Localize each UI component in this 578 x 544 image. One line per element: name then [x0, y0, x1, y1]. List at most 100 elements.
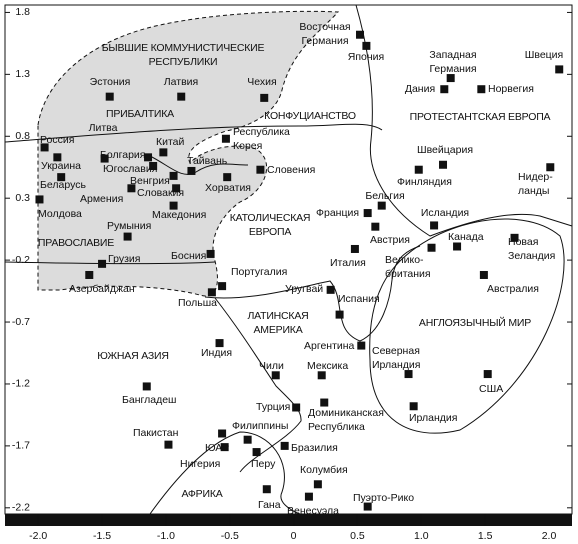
region-border	[204, 245, 421, 342]
point-label: Грузия	[108, 253, 140, 265]
region-label: КОНФУЦИАНСТВО	[264, 110, 356, 122]
x-tick-label: 0.5	[350, 530, 365, 542]
point	[85, 270, 94, 279]
point-label: Армения	[80, 193, 123, 205]
point	[220, 443, 229, 452]
point-label: Югославия	[103, 163, 157, 175]
point-label: Перу	[251, 458, 276, 470]
point-label: Уругвай	[285, 283, 323, 295]
point	[105, 92, 114, 101]
point	[326, 285, 335, 294]
y-tick-label: -1.7	[12, 440, 30, 452]
point-label: Македония	[152, 209, 206, 221]
y-tick-label: 0.8	[15, 130, 30, 142]
point	[439, 160, 448, 169]
point-label: Венгрия	[130, 175, 170, 187]
point-label: Россия	[40, 134, 74, 146]
point	[363, 209, 372, 218]
point	[479, 270, 488, 279]
point	[371, 222, 380, 231]
point-label: Бельгия	[365, 190, 404, 202]
point-label: Словения	[267, 164, 315, 176]
point-label: Тайвань	[187, 155, 228, 167]
point-label: Велико-	[385, 254, 424, 266]
region-border	[149, 431, 301, 515]
y-tick-label: -2.2	[12, 502, 30, 514]
point	[243, 435, 252, 444]
point	[223, 173, 232, 182]
point	[252, 448, 261, 457]
region-border	[369, 218, 565, 434]
region-label: АНГЛОЯЗЫЧНЫЙ МИР	[419, 316, 531, 329]
point	[414, 165, 423, 174]
point	[206, 249, 215, 258]
point-label: Пакистан	[133, 427, 179, 439]
point	[187, 166, 196, 175]
point	[169, 171, 178, 180]
x-tick-label: 1.5	[478, 530, 493, 542]
point-label: Доминиканская	[308, 407, 384, 419]
point-label: Германия	[301, 35, 348, 47]
region-label: ПРАВОСЛАВИЕ	[38, 237, 114, 249]
point	[350, 244, 359, 253]
region-label: ЕВРОПА	[249, 226, 291, 238]
point-label: Исландия	[421, 207, 469, 219]
point	[53, 153, 62, 162]
x-tick-label: 1.0	[414, 530, 429, 542]
point-label: ланды	[518, 185, 549, 197]
point-label: Северная	[372, 345, 420, 357]
point-label: Швейцария	[417, 144, 473, 156]
point	[280, 441, 289, 450]
point	[409, 402, 418, 411]
point-label: Австралия	[487, 283, 539, 295]
point-label: Западная	[429, 49, 476, 61]
point	[218, 429, 227, 438]
point-label: Франция	[316, 207, 359, 219]
region-border	[214, 297, 302, 473]
point	[260, 93, 269, 102]
point-label: Италия	[330, 257, 366, 269]
x-tick-label: -2.0	[29, 530, 47, 542]
point-label: Республика	[233, 126, 290, 138]
point-label: Колумбия	[300, 464, 348, 476]
point	[144, 153, 153, 162]
point-label: Ирландия	[409, 412, 457, 424]
point	[40, 143, 49, 152]
point	[335, 310, 344, 319]
y-tick-label: -0.2	[12, 254, 30, 266]
point-label: Румыния	[107, 220, 151, 232]
y-tick-label: 1.8	[15, 6, 30, 18]
point	[292, 403, 301, 412]
point-label: Чехия	[247, 76, 276, 88]
point	[256, 165, 265, 174]
region-border	[4, 123, 383, 143]
point-label: Украина	[41, 160, 81, 172]
point	[546, 163, 555, 172]
point-label: Босния	[171, 250, 206, 262]
point	[483, 370, 492, 379]
point	[164, 440, 173, 449]
point-label: Пуэрто-Рико	[353, 492, 414, 504]
point-label: Хорватия	[205, 182, 251, 194]
point-label: Нидер-	[518, 171, 553, 183]
point-label: Аргентина	[304, 340, 355, 352]
y-tick-label: -1.2	[12, 378, 30, 390]
region-label: РЕСПУБЛИКИ	[149, 56, 218, 68]
point-label: Бангладеш	[122, 394, 176, 406]
point	[440, 85, 449, 94]
point	[169, 201, 178, 210]
point	[357, 341, 366, 350]
region-border	[4, 261, 216, 264]
x-tick-label: -0.5	[221, 530, 239, 542]
point	[35, 195, 44, 204]
point	[177, 92, 186, 101]
x-tick-label: -1.5	[93, 530, 111, 542]
bottom-bar	[5, 514, 572, 526]
point	[98, 259, 107, 268]
region-label: ЛАТИНСКАЯ	[247, 310, 308, 322]
point-label: Ирландия	[372, 359, 420, 371]
point	[356, 30, 365, 39]
point	[271, 371, 280, 380]
point-label: Болгария	[100, 149, 145, 161]
region-label: КАТОЛИЧЕСКАЯ	[230, 212, 311, 224]
